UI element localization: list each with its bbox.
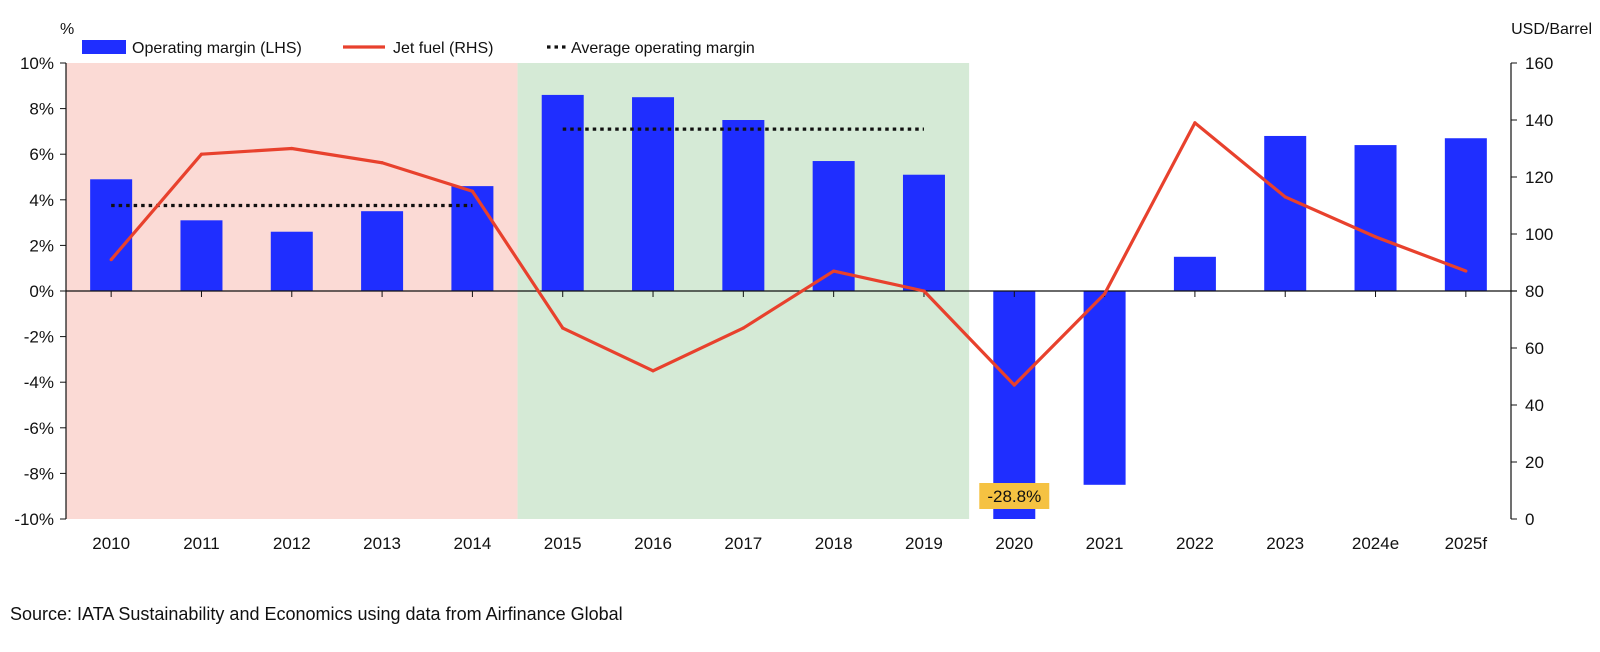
legend: Operating margin (LHS) Jet fuel (RHS) Aver…: [82, 40, 755, 57]
bar-2014: [451, 186, 494, 291]
bar-2019: [902, 174, 945, 291]
right-tick-label: 40: [1525, 396, 1544, 415]
bar-2022: [1173, 256, 1216, 291]
bar-2012: [270, 231, 313, 291]
annotation-box: [979, 483, 1050, 509]
bar-2020: [993, 291, 1036, 519]
jet-fuel-point-2021: [1102, 292, 1107, 296]
jet-fuel-point-2011: [199, 152, 204, 156]
jet-fuel-point-2022: [1193, 121, 1197, 125]
legend-label: Jet fuel (RHS): [393, 40, 493, 57]
bar-2015: [541, 94, 584, 291]
left-tick-label: 6%: [29, 145, 54, 164]
annotations: -28.8%: [979, 483, 1050, 509]
x-tick-label: 2015: [544, 534, 582, 553]
bar-2017: [722, 120, 765, 291]
right-tick-label: 100: [1525, 225, 1553, 244]
jet-fuel-point-2015: [561, 326, 565, 330]
left-tick-label: 10%: [20, 54, 54, 73]
jet-fuel-point-2014: [470, 189, 475, 193]
x-tick-label: 2016: [634, 534, 672, 553]
bar-2021: [1083, 291, 1126, 485]
left-tick-label: 4%: [29, 191, 54, 210]
x-tick-label: 2012: [273, 534, 311, 553]
bar-2025f: [1444, 138, 1487, 291]
left-tick-label: 0%: [29, 282, 54, 301]
average-margin-lines: [111, 127, 924, 208]
right-tick-label: 0: [1525, 510, 1534, 529]
jet-fuel-point-2013: [380, 161, 384, 165]
left-tick-label: 2%: [29, 236, 54, 255]
legend-label: Average operating margin: [571, 40, 755, 57]
left-tick-label: -10%: [14, 510, 54, 529]
jet-fuel-point-2023: [1283, 195, 1287, 199]
left-tick-label: -2%: [24, 328, 54, 347]
left-axis-unit: %: [60, 21, 74, 38]
jet-fuel-point-2012: [290, 146, 294, 151]
annotation-label: -28.8%: [987, 487, 1041, 506]
legend-label: Operating margin (LHS): [132, 40, 302, 57]
left-tick-label: -6%: [24, 419, 54, 438]
right-tick-label: 160: [1525, 54, 1553, 73]
jet-fuel-point-2024e: [1373, 235, 1378, 239]
bar-2023: [1264, 135, 1307, 291]
x-tick-label: 2017: [724, 534, 762, 553]
source-note: Source: IATA Sustainability and Economic…: [10, 604, 623, 624]
bar-2013: [361, 211, 404, 291]
x-tick-label: 2022: [1176, 534, 1214, 553]
jet-fuel-point-2017: [741, 326, 745, 330]
right-tick-label: 140: [1525, 111, 1553, 130]
bar-2016: [632, 97, 675, 291]
left-tick-label: -4%: [24, 373, 54, 392]
x-tick-label: 2014: [453, 534, 491, 553]
jet-fuel-point-2020: [1012, 383, 1016, 387]
jet-fuel-point-2019: [922, 289, 926, 293]
right-tick-label: 20: [1525, 453, 1544, 472]
jet-fuel-point-2016: [651, 369, 655, 373]
x-tick-label: 2018: [815, 534, 853, 553]
axes: 10% 8% 6% 4% 2% 0% -2% -4% -6% -8% -10% 160 140 120 10…: [14, 54, 1553, 553]
left-tick-label: -8%: [24, 464, 54, 483]
jet-fuel-polyline: [109, 121, 1467, 387]
jet-fuel-point-2025f: [1464, 269, 1468, 273]
x-tick-label: 2025f: [1445, 534, 1488, 553]
bar-2011: [180, 220, 223, 291]
x-tick-label: 2023: [1266, 534, 1304, 553]
bar-2024e: [1354, 145, 1397, 291]
x-tick-label: 2011: [183, 534, 220, 553]
x-tick-label: 2024e: [1352, 534, 1399, 553]
x-tick-label: 2010: [92, 534, 130, 553]
jet-fuel-point-2010: [109, 258, 113, 262]
x-tick-label: 2013: [363, 534, 401, 553]
left-tick-label: 8%: [29, 100, 54, 119]
margin-bars: [90, 94, 1487, 519]
chart: 10% 8% 6% 4% 2% 0% -2% -4% -6% -8% -10% 160 140 120 10…: [14, 21, 1592, 553]
legend-swatch-bar: [82, 40, 126, 54]
bar-2018: [812, 161, 855, 291]
bar-2010: [90, 179, 133, 291]
x-tick-label: 2021: [1086, 534, 1124, 553]
jet-fuel-line: [109, 121, 1468, 387]
jet-fuel-point-2018: [832, 269, 836, 273]
x-tick-label: 2019: [905, 534, 943, 553]
x-tick-label: 2020: [995, 534, 1033, 553]
right-tick-label: 80: [1525, 282, 1544, 301]
right-tick-label: 120: [1525, 168, 1553, 187]
right-tick-label: 60: [1525, 339, 1544, 358]
right-axis-unit: USD/Barrel: [1511, 21, 1592, 38]
